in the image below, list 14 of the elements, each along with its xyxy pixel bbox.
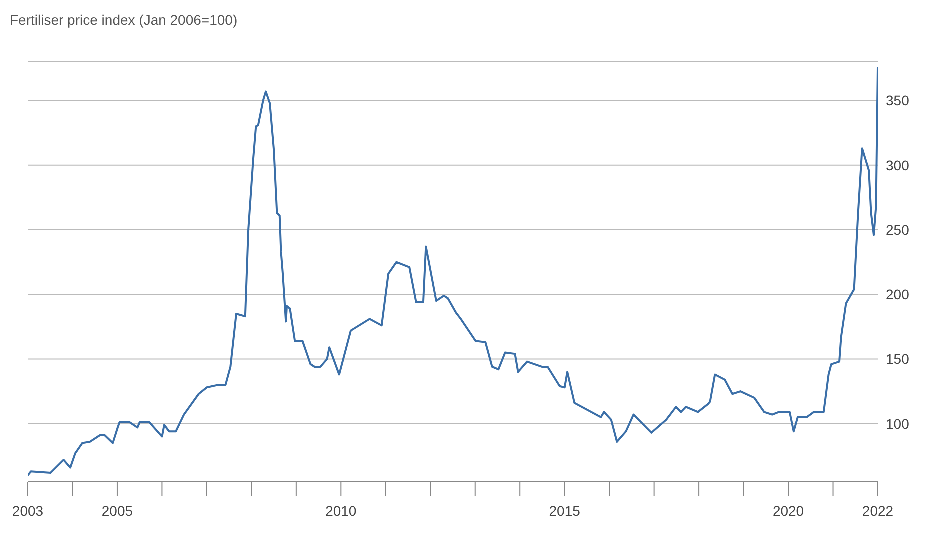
x-tick-label: 2010 <box>326 502 357 519</box>
y-tick-label: 100 <box>886 416 910 432</box>
y-tick-label: 150 <box>886 351 910 368</box>
x-tick-label: 2015 <box>549 502 581 519</box>
y-tick-label: 300 <box>886 157 910 174</box>
x-tick-label: 2022 <box>862 502 894 519</box>
y-tick-label: 250 <box>886 222 910 238</box>
line-series <box>28 66 878 477</box>
chart-title: Fertiliser price index (Jan 2006=100) <box>9 11 239 30</box>
x-tick-label: 2003 <box>12 502 44 519</box>
x-tick-label: 2005 <box>102 502 134 519</box>
y-tick-label: 200 <box>886 286 910 303</box>
x-tick-label: 2020 <box>772 502 804 519</box>
y-tick-label: 350 <box>886 92 910 109</box>
